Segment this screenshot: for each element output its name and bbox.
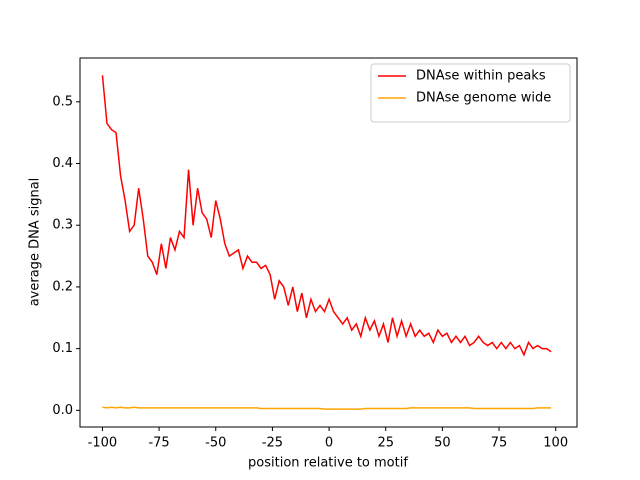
data-line: [101, 75, 552, 357]
x-tick-label: -50: [205, 436, 226, 451]
data-line: [102, 406, 552, 410]
y-axis-label: average DNA signal: [28, 178, 43, 307]
legend-label: DNAse genome wide: [416, 91, 551, 106]
y-tick-label: 0.3: [52, 218, 73, 233]
x-tick-label: -25: [262, 436, 283, 451]
x-tick-label: 25: [377, 436, 394, 451]
y-tick-label: 0.2: [52, 279, 73, 294]
x-axis-label: position relative to motif: [248, 456, 408, 471]
y-tick-label: 0.0: [52, 403, 73, 418]
plot-frame: [79, 57, 578, 428]
x-tick-label: 0: [325, 436, 333, 451]
y-tick-label: 0.1: [52, 341, 73, 356]
x-tick-label: 75: [491, 436, 508, 451]
y-tick-label: 0.4: [52, 156, 73, 171]
legend-label: DNAse within peaks: [416, 69, 546, 84]
y-tick-label: 0.5: [52, 94, 73, 109]
x-tick-label: -100: [88, 436, 118, 451]
x-tick-label: 50: [434, 436, 451, 451]
x-tick-label: 100: [543, 436, 568, 451]
x-tick-label: -75: [148, 436, 169, 451]
legend-box: [370, 63, 571, 123]
